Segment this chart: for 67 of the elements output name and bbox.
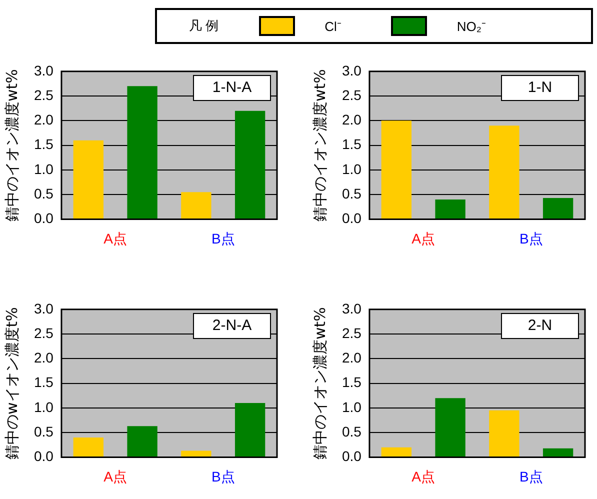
- y-tick-label: 0.0: [34, 448, 54, 464]
- bar: [435, 398, 466, 457]
- legend-title: 凡 例: [189, 17, 219, 35]
- bar: [127, 426, 158, 457]
- label-box: 2-N: [501, 313, 579, 340]
- annotation: 1-N-A: [212, 79, 252, 96]
- y-tick-label: 2.5: [34, 86, 54, 103]
- bar: [73, 140, 104, 219]
- y-tick-label: 0.5: [342, 185, 362, 202]
- y-tick-label: 1.0: [34, 398, 54, 415]
- bar: [181, 192, 212, 219]
- y-tick-label: 1.0: [342, 398, 362, 415]
- x-tick-label: B点: [211, 230, 235, 246]
- y-tick-label: 0.0: [342, 448, 362, 464]
- label-box: 2-N-A: [193, 313, 271, 340]
- bar: [234, 110, 266, 219]
- y-axis-title: 錆中のイオン濃度wt%: [310, 307, 329, 460]
- y-tick-label: 0.5: [34, 423, 54, 440]
- y-tick-label: 1.5: [342, 374, 362, 390]
- y-tick-label: 1.0: [34, 160, 54, 177]
- bar: [542, 198, 574, 219]
- y-tick-label: 3.0: [342, 300, 362, 316]
- annotation: 2-N: [528, 317, 552, 334]
- annotation: 2-N-A: [212, 317, 252, 334]
- legend-label: Cl⁻: [324, 18, 341, 35]
- y-tick-label: 3.0: [342, 62, 362, 78]
- label-box: 1-N-A: [193, 75, 271, 102]
- y-tick-label: 0.5: [34, 185, 54, 202]
- bar: [127, 86, 158, 219]
- y-tick-label: 0.0: [34, 210, 54, 226]
- y-axis-title: 錆中のイオン濃度wt%: [310, 69, 329, 222]
- y-tick-label: 2.5: [34, 324, 54, 341]
- y-tick-label: 2.0: [34, 350, 54, 366]
- bar: [489, 410, 520, 457]
- y-tick-label: 2.5: [342, 86, 362, 103]
- annotation: 1-N: [528, 79, 552, 96]
- y-axis-title: 錆中のイオン濃度wt%: [2, 69, 21, 222]
- x-tick-label: B点: [519, 230, 543, 246]
- bar: [542, 448, 574, 457]
- bar: [73, 437, 104, 457]
- bar: [381, 447, 412, 457]
- y-tick-label: 2.0: [342, 112, 362, 128]
- x-tick-label: A点: [104, 468, 128, 484]
- x-tick-label: B点: [211, 468, 235, 484]
- bar: [489, 126, 520, 219]
- bar: [181, 450, 212, 457]
- y-tick-label: 0.5: [342, 423, 362, 440]
- x-tick-label: B点: [519, 468, 543, 484]
- x-tick-label: A点: [412, 230, 436, 246]
- y-tick-label: 1.0: [342, 160, 362, 177]
- bar: [381, 120, 412, 219]
- x-tick-label: A点: [412, 468, 436, 484]
- y-tick-label: 1.5: [34, 136, 54, 152]
- y-axis-title: 錆中のwイオン濃度t%: [2, 307, 21, 460]
- y-tick-label: 1.5: [342, 136, 362, 152]
- x-tick-label: A点: [104, 230, 128, 246]
- label-box: 1-N: [501, 75, 579, 102]
- y-tick-label: 3.0: [34, 62, 54, 78]
- bar: [234, 403, 266, 457]
- y-tick-label: 2.0: [34, 112, 54, 128]
- bar: [435, 199, 466, 219]
- legend-label: NO₂⁻: [456, 18, 486, 35]
- y-tick-label: 2.5: [342, 324, 362, 341]
- y-tick-label: 1.5: [34, 374, 54, 390]
- y-tick-label: 2.0: [342, 350, 362, 366]
- y-tick-label: 0.0: [342, 210, 362, 226]
- y-tick-label: 3.0: [34, 300, 54, 316]
